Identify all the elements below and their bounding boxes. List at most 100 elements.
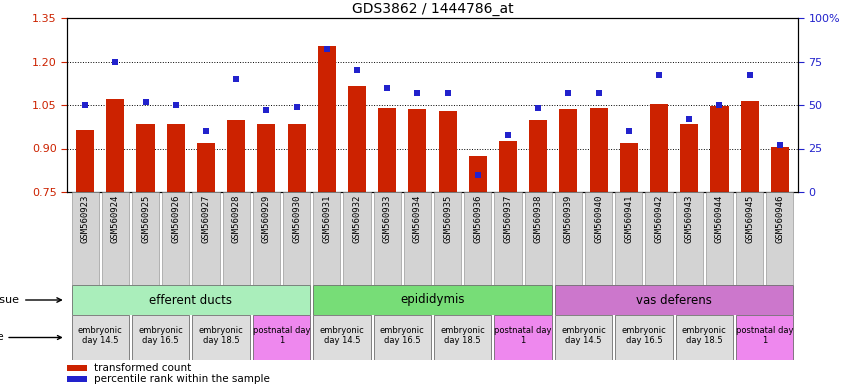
Text: embryonic
day 14.5: embryonic day 14.5 bbox=[320, 326, 364, 345]
Point bbox=[380, 84, 394, 91]
Bar bbox=[650, 104, 668, 192]
Point bbox=[320, 46, 334, 52]
Text: GSM560940: GSM560940 bbox=[594, 195, 603, 243]
Text: GSM560946: GSM560946 bbox=[775, 195, 785, 243]
Point bbox=[683, 116, 696, 122]
Bar bbox=[620, 143, 638, 192]
Bar bbox=[313, 192, 341, 285]
Point bbox=[410, 90, 424, 96]
Text: epididymis: epididymis bbox=[400, 293, 465, 306]
Point bbox=[350, 67, 363, 73]
Bar bbox=[193, 192, 220, 285]
Text: embryonic
day 18.5: embryonic day 18.5 bbox=[441, 326, 485, 345]
Text: GSM560944: GSM560944 bbox=[715, 195, 724, 243]
Bar bbox=[555, 315, 612, 360]
Bar bbox=[464, 192, 491, 285]
Bar bbox=[343, 192, 371, 285]
Bar bbox=[288, 124, 305, 192]
Bar bbox=[318, 46, 336, 192]
Bar bbox=[590, 108, 608, 192]
Text: GSM560936: GSM560936 bbox=[473, 195, 482, 243]
Point bbox=[290, 104, 304, 110]
Text: GSM560937: GSM560937 bbox=[504, 195, 512, 243]
Text: transformed count: transformed count bbox=[94, 363, 192, 373]
Bar bbox=[645, 192, 673, 285]
Bar bbox=[555, 285, 793, 315]
Point bbox=[441, 90, 454, 96]
Point bbox=[199, 128, 213, 134]
Bar bbox=[736, 315, 793, 360]
Text: GSM560925: GSM560925 bbox=[141, 195, 150, 243]
Point bbox=[712, 102, 726, 108]
Point bbox=[501, 131, 515, 137]
Text: embryonic
day 18.5: embryonic day 18.5 bbox=[682, 326, 727, 345]
Bar bbox=[766, 192, 793, 285]
Bar bbox=[499, 141, 517, 192]
Bar bbox=[132, 315, 189, 360]
Text: GSM560941: GSM560941 bbox=[624, 195, 633, 243]
Text: tissue: tissue bbox=[0, 295, 61, 305]
Text: GSM560927: GSM560927 bbox=[202, 195, 210, 243]
Bar bbox=[404, 192, 431, 285]
Bar bbox=[555, 192, 582, 285]
Text: embryonic
day 16.5: embryonic day 16.5 bbox=[380, 326, 425, 345]
Text: GSM560931: GSM560931 bbox=[322, 195, 331, 243]
Bar bbox=[409, 109, 426, 192]
Text: GSM560942: GSM560942 bbox=[654, 195, 664, 243]
Point bbox=[532, 106, 545, 112]
Text: GSM560934: GSM560934 bbox=[413, 195, 422, 243]
Text: GSM560945: GSM560945 bbox=[745, 195, 754, 243]
Bar bbox=[559, 109, 578, 192]
Point bbox=[230, 76, 243, 82]
Text: percentile rank within the sample: percentile rank within the sample bbox=[94, 374, 270, 384]
Bar bbox=[71, 285, 310, 315]
Point bbox=[169, 102, 182, 108]
Text: embryonic
day 18.5: embryonic day 18.5 bbox=[198, 326, 243, 345]
Bar bbox=[438, 111, 457, 192]
Text: GSM560939: GSM560939 bbox=[564, 195, 573, 243]
Bar bbox=[434, 315, 491, 360]
Bar bbox=[253, 192, 280, 285]
Bar bbox=[313, 315, 371, 360]
Bar bbox=[741, 101, 759, 192]
Text: development stage: development stage bbox=[0, 333, 61, 343]
Bar bbox=[675, 192, 703, 285]
Bar bbox=[495, 315, 552, 360]
Bar bbox=[102, 192, 129, 285]
Text: GSM560923: GSM560923 bbox=[81, 195, 90, 243]
Bar bbox=[132, 192, 159, 285]
Bar bbox=[167, 124, 185, 192]
Bar bbox=[283, 192, 310, 285]
Bar bbox=[771, 147, 789, 192]
Bar bbox=[71, 192, 98, 285]
Bar bbox=[313, 285, 552, 315]
Bar bbox=[529, 119, 547, 192]
Bar bbox=[71, 315, 129, 360]
Text: GSM560924: GSM560924 bbox=[111, 195, 119, 243]
Point bbox=[139, 98, 152, 104]
Text: GSM560930: GSM560930 bbox=[292, 195, 301, 243]
Bar bbox=[67, 376, 87, 382]
Point bbox=[653, 72, 666, 78]
Bar bbox=[76, 130, 94, 192]
Bar bbox=[223, 192, 250, 285]
Bar bbox=[468, 156, 487, 192]
Point bbox=[108, 58, 122, 65]
Text: embryonic
day 14.5: embryonic day 14.5 bbox=[78, 326, 123, 345]
Bar bbox=[680, 124, 698, 192]
Bar bbox=[616, 315, 673, 360]
Point bbox=[622, 128, 636, 134]
Point bbox=[592, 90, 606, 96]
Text: GSM560935: GSM560935 bbox=[443, 195, 452, 243]
Point bbox=[562, 90, 575, 96]
Text: GSM560943: GSM560943 bbox=[685, 195, 694, 243]
Bar bbox=[373, 192, 401, 285]
Text: postnatal day
1: postnatal day 1 bbox=[495, 326, 552, 345]
Text: embryonic
day 14.5: embryonic day 14.5 bbox=[561, 326, 606, 345]
Point bbox=[773, 142, 786, 148]
Point bbox=[471, 172, 484, 178]
Text: GSM560933: GSM560933 bbox=[383, 195, 392, 243]
Title: GDS3862 / 1444786_at: GDS3862 / 1444786_at bbox=[352, 2, 513, 16]
Bar bbox=[227, 119, 246, 192]
Bar bbox=[711, 106, 728, 192]
